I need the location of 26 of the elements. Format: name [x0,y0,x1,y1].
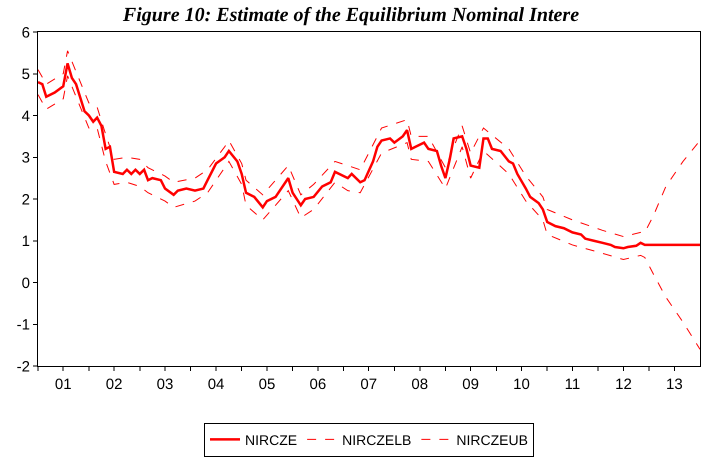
x-tick-label: 07 [360,376,378,393]
y-tick-label: 0 [22,274,30,292]
y-tick-label: 2 [22,191,30,208]
x-tick-label: 08 [411,376,428,393]
x-tick-label: 03 [156,376,174,393]
x-tick-label: 13 [666,376,683,393]
x-tick-label: 11 [564,376,580,393]
x-tick-label: 12 [615,376,632,393]
x-tick-label: 05 [258,376,276,393]
y-tick-label: 1 [22,233,30,250]
y-tick-label: -2 [16,358,30,376]
x-tick-label: 09 [462,376,479,393]
x-tick-label: 06 [309,376,326,393]
x-tick-label: 01 [54,376,72,393]
legend-label: NIRCZEUB [456,432,528,448]
y-tick-label: -1 [16,316,30,334]
chart-title: Figure 10: Estimate of the Equilibrium Nominal Intere [122,4,580,26]
y-tick-label: 6 [22,24,30,42]
y-tick-label: 4 [22,108,30,125]
y-tick-label: 5 [22,66,30,83]
x-tick-label: 10 [513,376,530,393]
legend-label: NIRCZELB [342,432,412,448]
y-tick-label: 3 [22,150,30,166]
x-tick-label: 02 [106,376,122,393]
x-tick-label: 04 [208,376,224,393]
legend-label: NIRCZE [245,432,298,448]
